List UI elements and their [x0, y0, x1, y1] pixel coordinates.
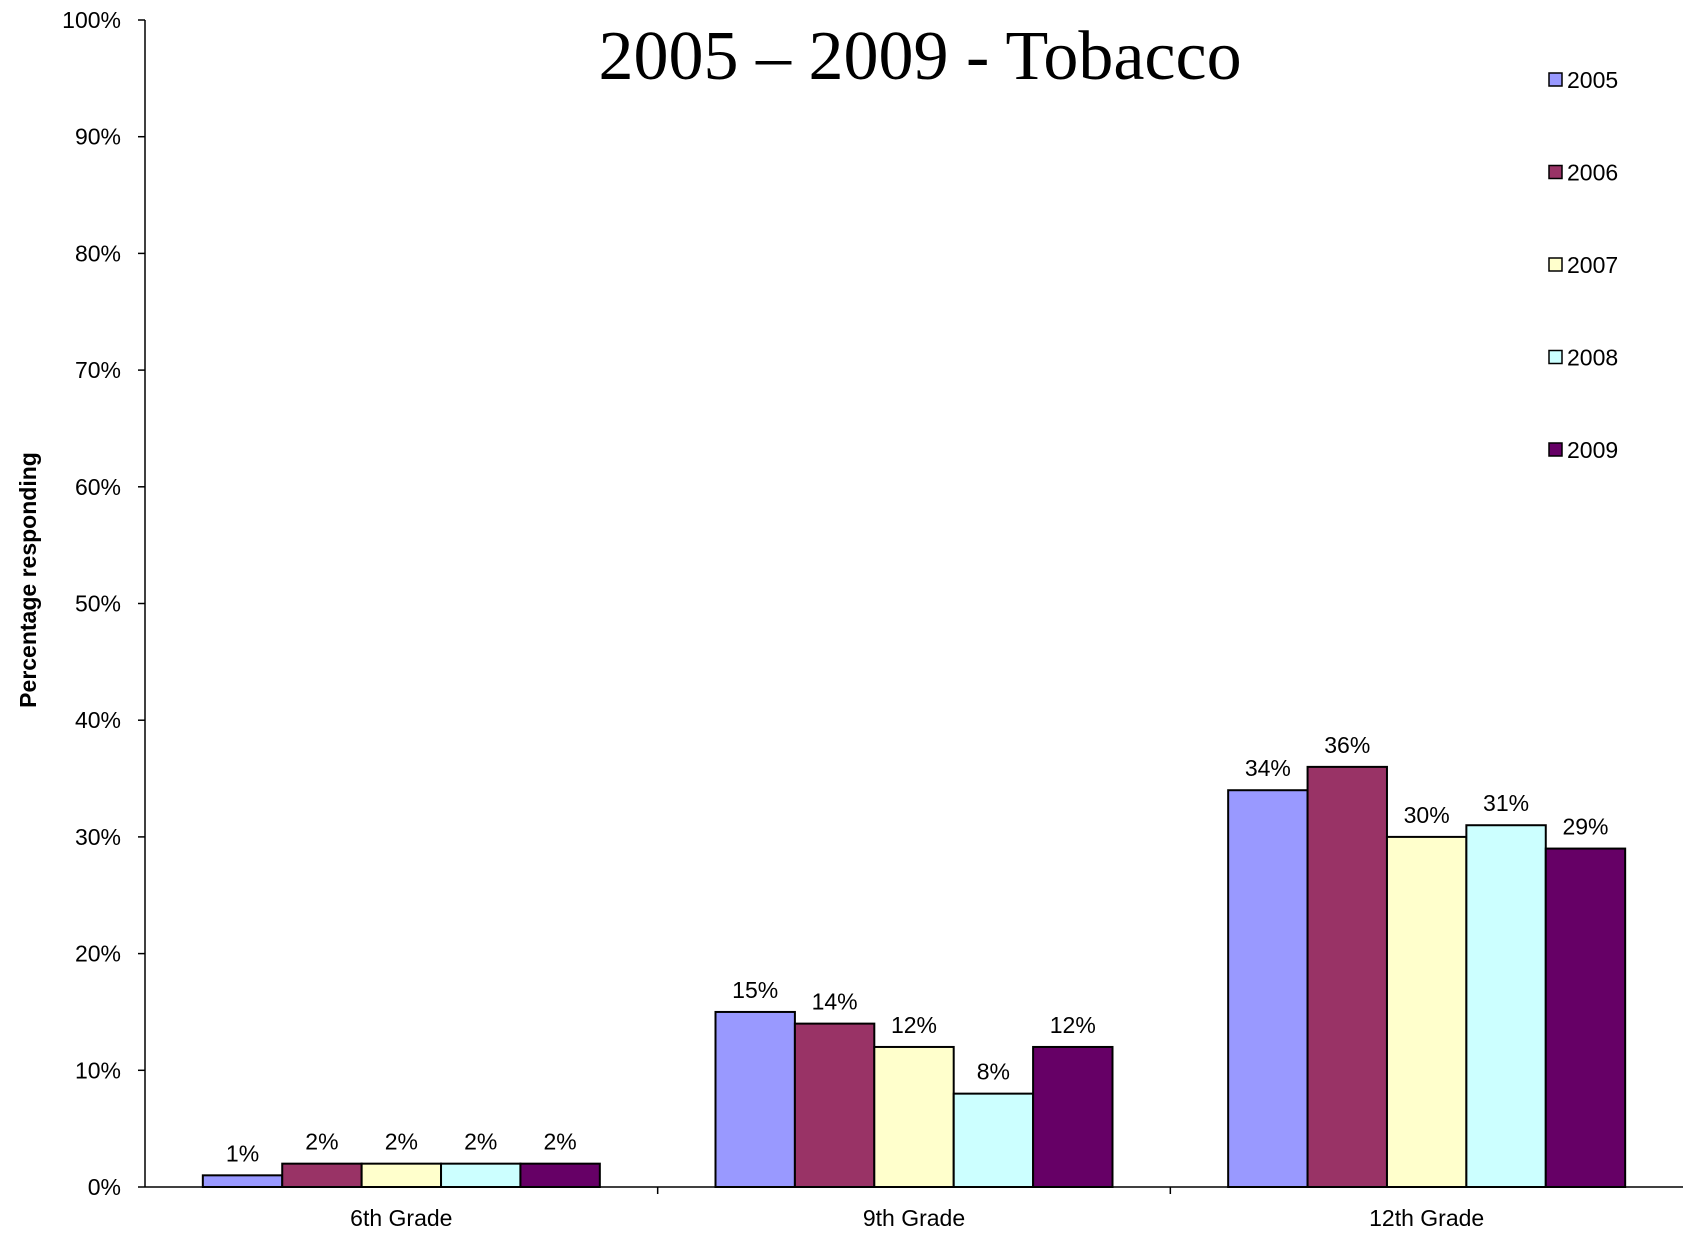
x-category-label: 12th Grade [1369, 1205, 1484, 1231]
y-tick-label: 90% [75, 124, 121, 150]
y-tick-label: 100% [62, 7, 121, 33]
x-category-label: 9th Grade [863, 1205, 965, 1231]
y-tick-label: 80% [75, 240, 121, 266]
legend: 2005 2006 2007 2008 2009 [1548, 67, 1618, 463]
y-tick-label: 40% [75, 707, 121, 733]
legend-label: 2009 [1567, 437, 1618, 463]
legend-label: 2008 [1567, 345, 1618, 371]
bar-2005 [201, 1174, 284, 1188]
bar-2007 [873, 1045, 955, 1188]
bar-2005 [1227, 789, 1309, 1188]
data-label: 30% [1404, 802, 1450, 828]
x-category-label: 6th Grade [350, 1205, 452, 1231]
data-label: 2% [385, 1129, 418, 1155]
data-label: 12% [891, 1012, 937, 1038]
data-label: 2% [544, 1129, 577, 1155]
y-tick-label: 70% [75, 357, 121, 383]
legend-label: 2007 [1567, 252, 1618, 278]
data-label: 1% [226, 1140, 259, 1166]
y-tick-label: 60% [75, 474, 121, 500]
legend-swatch-2007 [1548, 257, 1563, 272]
bar-2006 [1306, 765, 1388, 1188]
bar-2005 [714, 1010, 796, 1189]
data-label: 36% [1324, 732, 1370, 758]
y-tick-label: 0% [88, 1174, 121, 1200]
legend-swatch-2008 [1548, 349, 1563, 365]
data-label: 31% [1483, 790, 1529, 816]
bar-2008 [1465, 824, 1547, 1188]
axes: 0% 10% 20% 30% 40% 50% 60% 70% 80% 90% 100% 6th Gra… [62, 7, 1683, 1231]
data-label: 2% [464, 1129, 497, 1155]
data-label: 29% [1562, 814, 1608, 840]
y-tick-label: 10% [75, 1057, 121, 1083]
bar-2008 [952, 1092, 1035, 1189]
legend-swatch-2006 [1548, 164, 1563, 180]
bar-2007 [1385, 835, 1468, 1189]
data-label: 34% [1245, 755, 1291, 781]
chart-title: 2005 – 2009 - Tobacco [598, 18, 1241, 95]
bar-2006 [281, 1162, 363, 1189]
bar-2006 [793, 1022, 876, 1188]
data-label: 14% [812, 989, 858, 1015]
legend-label: 2005 [1567, 67, 1618, 93]
bar-2007 [360, 1162, 443, 1189]
data-label: 12% [1050, 1012, 1096, 1038]
data-label: 8% [977, 1059, 1010, 1085]
data-label: 15% [732, 977, 778, 1003]
bar-2009 [519, 1162, 601, 1189]
legend-swatch-2005 [1548, 72, 1563, 87]
bar-2009 [1032, 1045, 1114, 1188]
legend-label: 2006 [1567, 160, 1618, 186]
data-label: 2% [305, 1129, 338, 1155]
y-tick-label: 50% [75, 591, 121, 617]
bars: 1% 2% 2% 2% 2% 15% 14% 12% 8% 12% 34% 36% 30% 31% 29% [201, 732, 1627, 1189]
legend-swatch-2009 [1548, 442, 1563, 457]
bar-2009 [1544, 847, 1627, 1188]
y-tick-label: 30% [75, 824, 121, 850]
y-tick-label: 20% [75, 941, 121, 967]
y-axis-label: Percentage responding [15, 452, 41, 708]
bar-2008 [440, 1162, 522, 1189]
